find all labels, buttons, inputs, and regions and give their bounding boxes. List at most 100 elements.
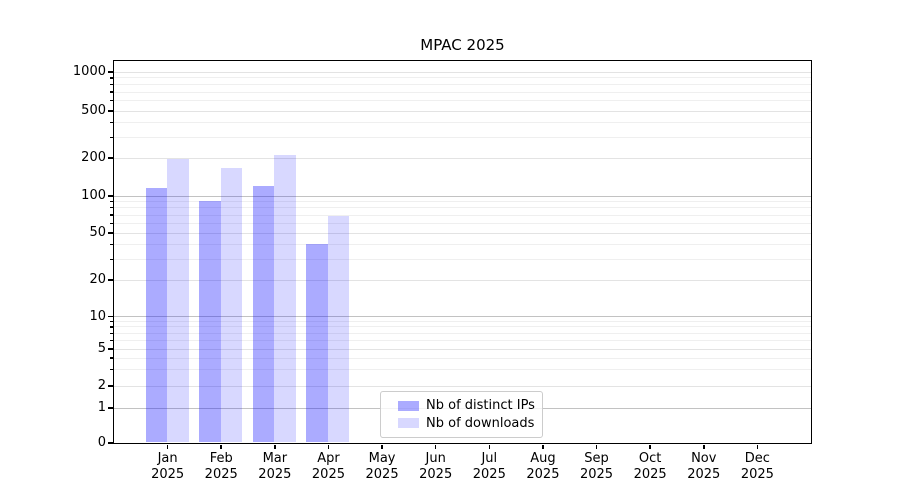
y-tick-mark bbox=[107, 279, 113, 281]
y-tick-label: 1000 bbox=[72, 64, 106, 79]
y-tick-mark bbox=[107, 110, 113, 112]
minor-gridline bbox=[113, 121, 811, 123]
chart-title: MPAC 2025 bbox=[420, 36, 505, 54]
x-tick-label-feb: Feb 2025 bbox=[204, 451, 238, 482]
bar-distinct-ips-apr bbox=[306, 243, 328, 443]
x-tick-mark bbox=[595, 444, 598, 449]
minor-gridline bbox=[113, 84, 811, 86]
y-minor-tick-mark bbox=[109, 385, 113, 387]
bar-distinct-ips-mar bbox=[252, 185, 275, 443]
y-minor-tick-mark bbox=[109, 201, 113, 203]
bar-downloads-jan bbox=[167, 158, 189, 443]
minor-gridline bbox=[113, 258, 811, 260]
minor-gridline bbox=[113, 357, 811, 359]
y-tick-mark bbox=[107, 315, 113, 318]
gridline bbox=[113, 195, 811, 197]
y-minor-tick-mark bbox=[109, 369, 113, 371]
y-minor-tick-mark bbox=[109, 83, 113, 86]
x-tick-label-jun: Jun 2025 bbox=[419, 451, 453, 482]
gridline bbox=[113, 348, 811, 350]
minor-gridline bbox=[113, 136, 811, 138]
y-tick-label: 100 bbox=[81, 188, 106, 203]
x-tick-label-jan: Jan 2025 bbox=[151, 451, 185, 482]
x-tick-mark bbox=[542, 444, 544, 449]
minor-gridline bbox=[113, 320, 811, 322]
gridline bbox=[113, 316, 811, 317]
x-tick-mark bbox=[220, 444, 222, 449]
x-tick-label-dec: Dec 2025 bbox=[740, 451, 774, 482]
gridline bbox=[113, 385, 811, 387]
x-tick-label-mar: Mar 2025 bbox=[258, 451, 292, 482]
y-tick-label: 200 bbox=[81, 150, 106, 165]
legend-swatch-distinct-ips bbox=[398, 400, 419, 411]
y-tick-mark bbox=[107, 442, 113, 444]
legend-label-distinct-ips: Nb of distinct IPs bbox=[426, 398, 535, 414]
bar-distinct-ips-feb bbox=[199, 201, 221, 443]
legend-item-downloads: Nb of downloads bbox=[398, 415, 534, 433]
gridline bbox=[113, 110, 811, 112]
minor-gridline bbox=[113, 214, 811, 216]
y-tick-mark bbox=[107, 232, 113, 234]
legend: Nb of distinct IPs Nb of downloads bbox=[380, 391, 543, 438]
x-tick-label-apr: Apr 2025 bbox=[311, 451, 345, 482]
x-tick-mark bbox=[166, 444, 169, 449]
minor-gridline bbox=[113, 369, 811, 371]
y-minor-tick-mark bbox=[109, 243, 113, 246]
x-tick-label-jul: Jul 2025 bbox=[472, 451, 506, 482]
gridline bbox=[113, 232, 811, 234]
y-minor-tick-mark bbox=[109, 214, 113, 216]
y-minor-tick-mark bbox=[109, 207, 113, 209]
x-tick-label-nov: Nov 2025 bbox=[687, 451, 721, 482]
y-tick-label: 20 bbox=[89, 272, 106, 287]
y-minor-tick-mark bbox=[109, 121, 113, 124]
y-tick-label: 500 bbox=[81, 103, 106, 118]
bar-downloads-mar bbox=[274, 154, 296, 443]
y-minor-tick-mark bbox=[109, 77, 113, 79]
gridline bbox=[113, 157, 811, 159]
y-minor-tick-mark bbox=[109, 136, 113, 138]
x-tick-mark bbox=[756, 444, 759, 449]
x-tick-mark bbox=[327, 444, 330, 449]
legend-item-distinct-ips: Nb of distinct IPs bbox=[398, 397, 535, 415]
minor-gridline bbox=[113, 100, 811, 102]
y-minor-tick-mark bbox=[109, 339, 113, 342]
y-minor-tick-mark bbox=[109, 332, 113, 334]
y-tick-label: 1 bbox=[97, 400, 106, 415]
minor-gridline bbox=[113, 332, 811, 334]
x-tick-label-aug: Aug 2025 bbox=[526, 451, 560, 482]
y-tick-mark bbox=[107, 71, 113, 73]
x-tick-mark bbox=[488, 444, 491, 449]
minor-gridline bbox=[113, 243, 811, 245]
y-minor-tick-mark bbox=[109, 320, 113, 323]
y-tick-label: 2 bbox=[97, 378, 106, 393]
minor-gridline bbox=[113, 207, 811, 209]
gridline bbox=[113, 71, 811, 73]
y-tick-label: 0 bbox=[97, 435, 106, 450]
minor-gridline bbox=[113, 339, 811, 341]
bar-downloads-feb bbox=[220, 168, 243, 443]
y-minor-tick-mark bbox=[109, 258, 113, 260]
x-tick-mark bbox=[434, 444, 437, 449]
y-tick-label: 10 bbox=[89, 308, 106, 324]
y-minor-tick-mark bbox=[109, 222, 113, 224]
y-tick-label: 50 bbox=[89, 225, 106, 240]
y-minor-tick-mark bbox=[109, 326, 113, 328]
y-tick-mark bbox=[107, 407, 113, 409]
y-minor-tick-mark bbox=[109, 91, 113, 93]
x-tick-mark bbox=[703, 444, 705, 449]
bar-distinct-ips-jan bbox=[145, 187, 168, 443]
x-tick-label-may: May 2025 bbox=[365, 451, 399, 482]
x-tick-label-sep: Sep 2025 bbox=[579, 451, 614, 482]
y-minor-tick-mark bbox=[109, 348, 113, 350]
gridline bbox=[113, 279, 811, 281]
y-tick-mark bbox=[107, 157, 113, 159]
legend-swatch-downloads bbox=[398, 418, 419, 429]
legend-label-downloads: Nb of downloads bbox=[426, 415, 535, 431]
x-tick-mark bbox=[274, 444, 276, 449]
minor-gridline bbox=[113, 326, 811, 328]
x-tick-label-oct: Oct 2025 bbox=[633, 451, 667, 482]
bar-downloads-apr bbox=[327, 216, 350, 443]
minor-gridline bbox=[113, 201, 811, 203]
y-tick-label: 5 bbox=[97, 341, 106, 356]
